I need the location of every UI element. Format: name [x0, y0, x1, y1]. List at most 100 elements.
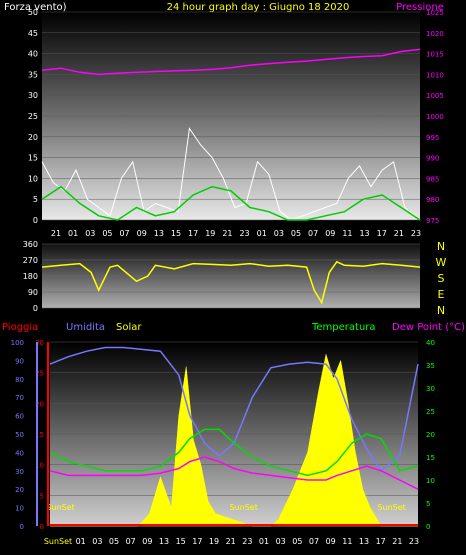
x-tick-label: 07	[119, 229, 129, 238]
x-tick-label: 13	[359, 229, 369, 238]
x-tick-label: 17	[377, 229, 387, 238]
compass-label: W	[436, 256, 447, 269]
temperature-tick-label: 30	[426, 385, 435, 393]
rain-axis-title: Pioggia	[2, 322, 38, 333]
x-tick-label: 23	[242, 537, 252, 546]
wind-average-series	[41, 185, 421, 221]
rain-tick-label: 5	[40, 492, 44, 500]
compass-label: S	[438, 272, 445, 285]
x-tick-label: 17	[376, 537, 386, 546]
wind-tick-label: 35	[28, 70, 38, 79]
pressure-tick-label: 980	[426, 196, 439, 204]
wind-tick-label: 5	[33, 195, 38, 204]
humidity-tick-label: 30	[15, 468, 24, 476]
wind-tick-label: 10	[28, 174, 38, 183]
x-tick-label: 23	[411, 229, 421, 238]
humidity-tick-label: 60	[15, 413, 24, 421]
pressure-series	[41, 48, 421, 76]
dew-point-axis-title: Dew Point (°C)	[392, 322, 465, 333]
solar-legend: Solar	[116, 322, 142, 333]
pressure-tick-label: 1005	[426, 92, 444, 100]
x-tick-label: 01	[76, 537, 86, 546]
x-tick-label: 05	[102, 229, 112, 238]
humidity-tick-label: 80	[15, 376, 24, 384]
wind-tick-label: 0	[33, 216, 38, 225]
dew-point-series	[49, 456, 419, 490]
x-tick-label: 21	[222, 229, 232, 238]
direction-tick-label: 360	[23, 240, 38, 249]
temperature-tick-label: 15	[426, 454, 435, 462]
pressure-tick-label: 1010	[426, 71, 444, 79]
humidity-tick-label: 10	[15, 505, 24, 513]
humidity-axis-title: Umidita	[66, 322, 105, 333]
chart-title: 24 hour graph day : Giugno 18 2020	[167, 2, 350, 13]
rain-tick-label: 25	[35, 370, 44, 378]
x-tick-label: 23	[409, 537, 419, 546]
humidity-tick-label: 0	[20, 523, 24, 531]
x-tick-label: 03	[276, 537, 286, 546]
x-tick-label: 03	[85, 229, 95, 238]
compass-label: E	[438, 288, 445, 301]
x-tick-label: 09	[325, 229, 335, 238]
humidity-tick-label: 90	[15, 357, 24, 365]
wind-tick-label: 45	[28, 29, 38, 38]
x-tick-label: 19	[209, 537, 219, 546]
x-tick-label: 15	[171, 229, 181, 238]
compass-label: N	[437, 240, 445, 253]
temperature-tick-label: 20	[426, 431, 435, 439]
x-tick-label: 15	[176, 537, 186, 546]
x-tick-label: 23	[239, 229, 249, 238]
x-tick-label: 21	[226, 537, 236, 546]
temperature-tick-label: 25	[426, 408, 435, 416]
compass-label: N	[437, 304, 445, 317]
x-tick-label: 17	[188, 229, 198, 238]
pressure-tick-label: 1000	[426, 113, 444, 121]
pressure-tick-label: 985	[426, 175, 439, 183]
temperature-tick-label: 5	[426, 500, 430, 508]
rain-axis-bar	[47, 342, 49, 526]
humidity-tick-label: 40	[15, 449, 24, 457]
x-tick-label: 17	[192, 537, 202, 546]
x-tick-label: 09	[137, 229, 147, 238]
temperature-tick-label: 10	[426, 477, 435, 485]
wind-tick-label: 25	[28, 112, 38, 121]
wind-tick-label: 20	[28, 133, 38, 142]
direction-tick-label: 0	[33, 304, 38, 313]
wind-tick-label: 30	[28, 91, 38, 100]
x-tick-label: 13	[359, 537, 369, 546]
pressure-tick-label: 1025	[426, 9, 444, 17]
wind-tick-label: 50	[28, 8, 38, 17]
pressure-tick-label: 995	[426, 134, 439, 142]
rain-tick-label: 10	[35, 462, 44, 470]
x-tick-label: 11	[342, 229, 352, 238]
humidity-axis-bar	[36, 342, 38, 526]
rain-tick-label: 0	[40, 523, 44, 531]
pressure-axis-title: Pressione	[396, 2, 444, 13]
x-tick-label: 03	[274, 229, 284, 238]
temperature-tick-label: 40	[426, 339, 435, 347]
direction-tick-label: 180	[23, 272, 38, 281]
x-tick-label: 21	[394, 229, 404, 238]
pressure-tick-label: 1020	[426, 30, 444, 38]
sunset-label: SunSet	[230, 503, 258, 512]
x-tick-label: 05	[291, 229, 301, 238]
direction-tick-label: 270	[23, 256, 38, 265]
direction-tick-label: 90	[28, 288, 38, 297]
wind-axis-title: Forza vento)	[4, 2, 67, 13]
pressure-tick-label: 990	[426, 155, 439, 163]
temperature-tick-label: 35	[426, 362, 435, 370]
x-tick-label: 21	[392, 537, 402, 546]
humidity-tick-label: 50	[15, 431, 24, 439]
x-tick-label: 09	[326, 537, 336, 546]
humidity-tick-label: 70	[15, 394, 24, 402]
temperature-tick-label: 0	[426, 523, 430, 531]
wind-direction-series	[41, 260, 421, 305]
x-tick-label: 13	[159, 537, 169, 546]
rain-tick-label: 20	[35, 400, 44, 408]
x-tick-label: 01	[259, 537, 269, 546]
rain-tick-label: 15	[35, 431, 44, 439]
x-tick-label: 07	[308, 229, 318, 238]
humidity-tick-label: 20	[15, 486, 24, 494]
temperature-series	[49, 428, 419, 477]
